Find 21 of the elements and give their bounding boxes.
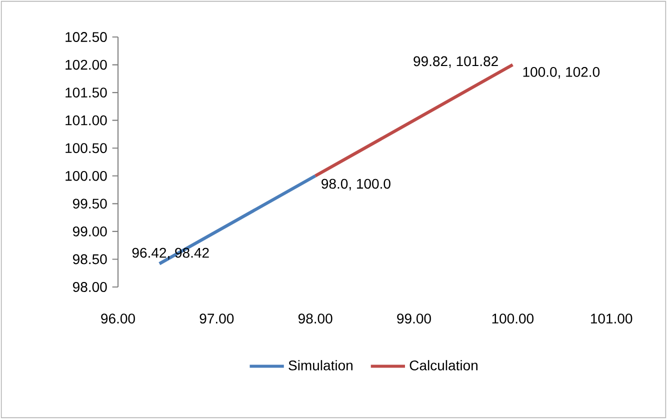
x-tick-label: 97.00: [200, 314, 234, 324]
y-tick-label: 101.50: [66, 88, 107, 98]
y-tick-label: 102.00: [66, 60, 107, 70]
annotation: 100.0, 102.0: [523, 67, 600, 79]
x-tick-label: 98.00: [298, 314, 332, 324]
legend-label: Simulation: [288, 360, 352, 370]
y-tick-label: 102.50: [66, 32, 107, 42]
y-tick-label: 100.00: [66, 170, 107, 181]
x-tick-label: 100.00: [492, 314, 534, 324]
y-tick-label: 98.00: [72, 282, 107, 292]
legend-label: Calculation: [410, 360, 478, 370]
annotation: 99.82, 101.82: [414, 56, 498, 68]
y-tick-label: 101.00: [66, 115, 107, 126]
x-tick-label: 101.00: [590, 314, 632, 324]
x-tick-label: 96.00: [101, 314, 135, 324]
y-tick-label: 99.00: [72, 226, 107, 236]
x-tick-label: 99.00: [397, 314, 431, 324]
y-tick-label: 99.50: [72, 198, 107, 209]
y-tick-label: 100.50: [66, 143, 107, 154]
y-tick-label: 98.50: [72, 254, 107, 264]
annotation: 98.0, 100.0: [322, 178, 390, 190]
